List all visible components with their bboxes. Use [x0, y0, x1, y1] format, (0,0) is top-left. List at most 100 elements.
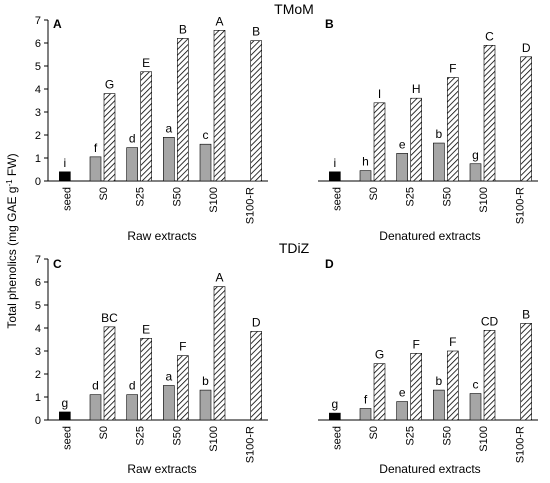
bar-letter-label: a [165, 121, 172, 135]
bar-letter-label: a [165, 370, 172, 384]
bar-letter-label: B [522, 307, 530, 321]
x-tick-label: seed [331, 426, 343, 450]
bar-letter-label: G [105, 78, 114, 92]
bar-letter-label: h [362, 155, 369, 169]
bar-1-1 [373, 363, 386, 421]
bar-1-0 [199, 389, 212, 421]
y-tick-label: 6 [35, 38, 41, 50]
bar-0-1 [483, 44, 496, 182]
bar-1-0 [89, 394, 102, 421]
panel-letter-a: A [53, 17, 62, 31]
bar-letter-label: BC [101, 311, 118, 325]
y-tick-label: 1 [35, 153, 41, 165]
bar-letter-label: b [435, 127, 442, 141]
bar-letter-label: f [94, 141, 98, 155]
bar-letter-label: B [252, 25, 260, 39]
y-tick-label: 7 [35, 15, 41, 27]
x-tick-label: S0 [98, 187, 110, 200]
bar-letter-label: E [142, 56, 150, 70]
bar-0-1 [433, 142, 445, 182]
x-tick-label: S100 [208, 426, 220, 452]
bar-0-0 [103, 93, 116, 182]
y-axis-label-sup: -1 [5, 179, 14, 187]
x-tick-label: S0 [368, 187, 380, 200]
bar-letter-label: c [473, 378, 479, 392]
x-tick-label: S100-R [515, 426, 527, 463]
y-tick-label: 4 [35, 323, 41, 335]
bar-0-0 [126, 147, 138, 182]
bar-1-1 [329, 412, 341, 421]
bar-1-0 [140, 338, 152, 421]
bar-0-1 [396, 153, 408, 182]
bar-letter-label: i [333, 156, 336, 170]
bar-letter-label: i [63, 156, 66, 170]
x-tick-label: S100-R [245, 426, 257, 463]
x-tick-label: S100 [478, 187, 490, 213]
bar-letter-label: d [92, 379, 99, 393]
x-tick-label: S100-R [515, 187, 527, 224]
panel-letter-d: D [325, 257, 334, 271]
bar-0-1 [469, 163, 482, 182]
panel-letter-c: C [53, 257, 62, 271]
bar-letter-label: e [399, 137, 406, 151]
bar-letter-label: e [399, 386, 406, 400]
bar-letter-label: b [435, 374, 442, 388]
bar-1-1 [520, 323, 532, 421]
bar-1-0 [177, 355, 189, 421]
bar-1-0 [250, 331, 262, 421]
y-tick-label: 5 [35, 300, 41, 312]
bar-0-0 [163, 137, 175, 182]
x-tick-label: S25 [135, 426, 147, 446]
y-tick-label: 2 [35, 369, 41, 381]
bar-letter-label: C [485, 29, 494, 43]
x-tick-label: S50 [441, 426, 453, 446]
bar-0-0 [250, 40, 262, 182]
bar-1-1 [410, 352, 422, 421]
bar-0-0 [59, 171, 71, 182]
bar-letter-label: F [449, 62, 456, 76]
bar-1-1 [433, 389, 445, 421]
y-tick-label: 6 [35, 277, 41, 289]
bar-1-1 [359, 408, 372, 421]
bar-1-0 [163, 385, 175, 421]
y-axis-label-end: FW) [5, 153, 19, 179]
y-tick-label: 0 [35, 176, 41, 188]
bar-0-1 [359, 170, 372, 182]
x-axis-label-b: Denatured extracts [379, 229, 480, 243]
bar-letter-label: c [203, 128, 209, 142]
bar-letter-label: g [331, 397, 338, 411]
bar-letter-label: H [412, 82, 421, 96]
bar-letter-label: D [522, 41, 531, 55]
bar-1-1 [396, 401, 408, 421]
bar-0-0 [199, 143, 212, 182]
bar-0-1 [410, 97, 422, 182]
x-tick-label: S0 [98, 426, 110, 439]
y-tick-label: 7 [35, 254, 41, 266]
x-tick-label: seed [61, 187, 73, 211]
bar-0-1 [329, 171, 341, 182]
bar-0-1 [447, 77, 459, 182]
x-tick-label: S100-R [245, 187, 257, 224]
x-tick-label: S50 [171, 426, 183, 446]
y-axis-label-main: Total phenolics (mg GAE g [5, 187, 19, 329]
y-tick-label: 3 [35, 346, 41, 358]
bar-letter-label: A [215, 271, 223, 285]
x-axis-label-d: Denatured extracts [379, 462, 480, 476]
y-tick-label: 1 [35, 392, 41, 404]
x-tick-label: S100 [478, 426, 490, 452]
bar-letter-label: B [179, 22, 187, 36]
x-axis-label-a: Raw extracts [127, 229, 196, 243]
bar-letter-label: F [412, 337, 419, 351]
x-tick-label: S100 [208, 187, 220, 213]
bar-0-0 [140, 71, 152, 182]
y-tick-label: 4 [35, 84, 41, 96]
bar-letter-label: A [215, 14, 223, 28]
bar-1-0 [213, 286, 226, 421]
bar-1-0 [103, 326, 116, 421]
bar-1-1 [483, 329, 496, 421]
bar-letter-label: CD [481, 314, 499, 328]
bar-0-0 [213, 30, 226, 182]
y-axis-label: Total phenolics (mg GAE g-1 FW) [5, 153, 19, 328]
x-tick-label: S25 [405, 187, 417, 207]
bar-letter-label: I [378, 87, 381, 101]
